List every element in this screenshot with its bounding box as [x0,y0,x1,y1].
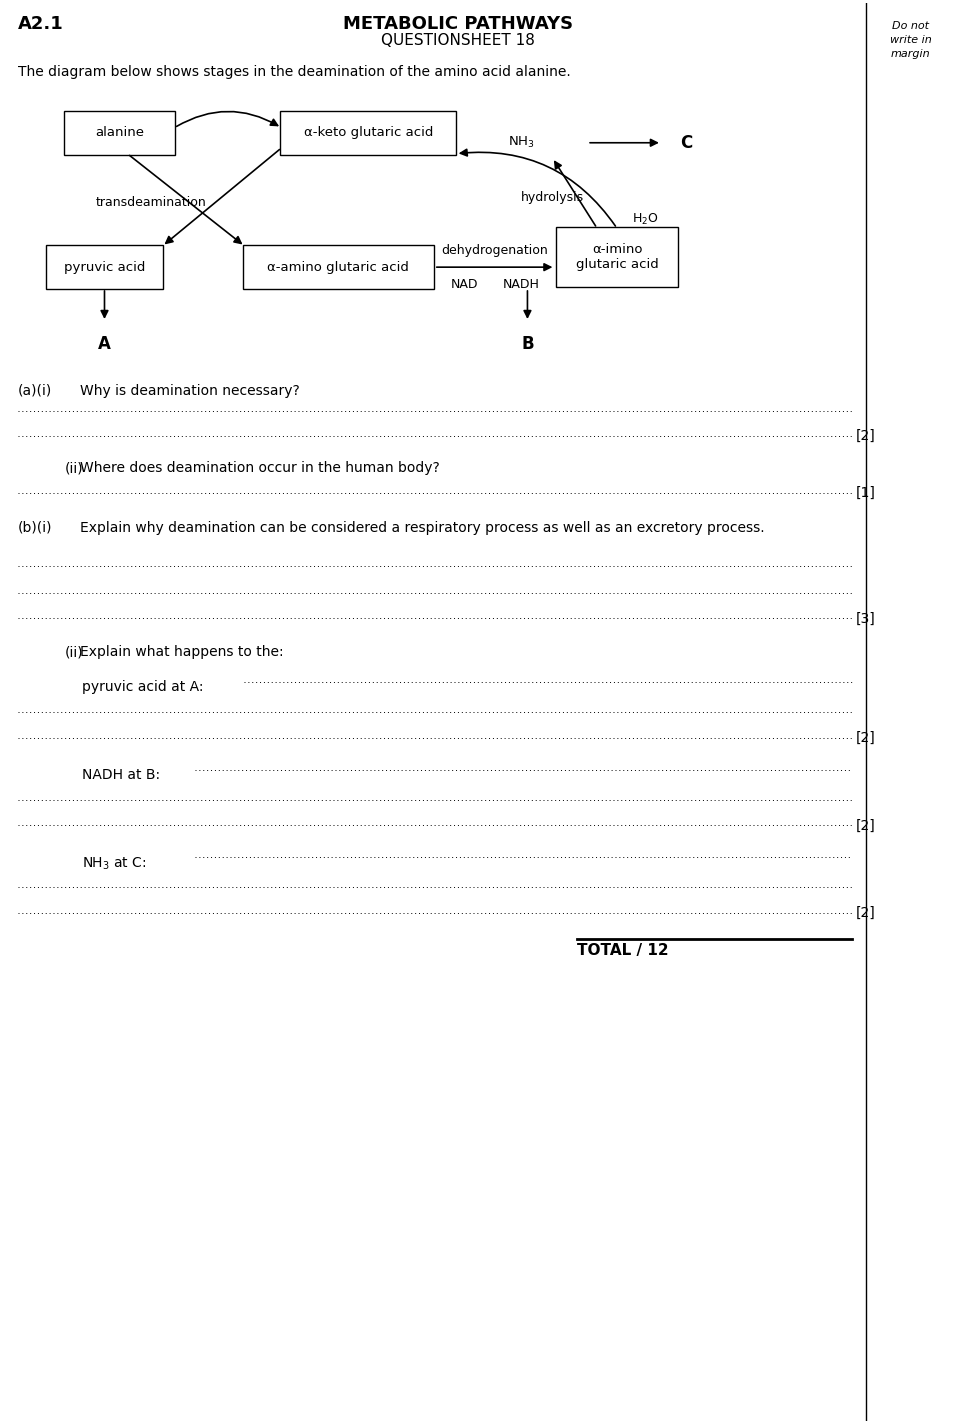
Text: The diagram below shows stages in the deamination of the amino acid alanine.: The diagram below shows stages in the de… [18,66,570,80]
Text: METABOLIC PATHWAYS: METABOLIC PATHWAYS [343,16,573,33]
Text: [2]: [2] [856,819,876,833]
Text: [2]: [2] [856,906,876,920]
Text: pyruvic acid at A:: pyruvic acid at A: [82,681,204,693]
Text: A: A [98,335,111,353]
Text: (ii): (ii) [64,461,84,476]
Text: α-amino glutaric acid: α-amino glutaric acid [268,261,409,273]
Text: QUESTIONSHEET 18: QUESTIONSHEET 18 [381,33,535,48]
Text: TOTAL / 12: TOTAL / 12 [577,943,669,958]
Text: hydrolysis: hydrolysis [520,191,584,204]
Text: H$_2$O: H$_2$O [632,212,659,226]
Text: [1]: [1] [856,486,876,500]
FancyBboxPatch shape [63,111,175,155]
FancyBboxPatch shape [46,245,162,289]
Text: NADH at B:: NADH at B: [82,768,159,782]
Text: Explain what happens to the:: Explain what happens to the: [80,645,283,659]
Text: (a)(i): (a)(i) [18,383,52,397]
Text: dehydrogenation: dehydrogenation [442,244,548,256]
Text: NAD: NAD [451,278,478,290]
Text: NH$_3$ at C:: NH$_3$ at C: [82,856,146,871]
Text: NADH: NADH [503,278,540,290]
Text: NH$_3$: NH$_3$ [508,135,535,151]
Text: C: C [681,134,693,152]
FancyBboxPatch shape [280,111,456,155]
Text: Explain why deamination can be considered a respiratory process as well as an ex: Explain why deamination can be considere… [80,521,764,535]
Text: pyruvic acid: pyruvic acid [63,261,145,273]
Text: Do not: Do not [892,21,929,31]
Text: alanine: alanine [95,127,144,140]
Text: [2]: [2] [856,429,876,443]
Text: A2.1: A2.1 [18,16,63,33]
Text: margin: margin [891,50,930,60]
Text: Where does deamination occur in the human body?: Where does deamination occur in the huma… [80,461,440,476]
Text: write in: write in [890,36,931,46]
Text: [3]: [3] [856,611,876,625]
Text: (b)(i): (b)(i) [18,521,53,535]
Text: (ii): (ii) [64,645,84,659]
Text: B: B [521,335,534,353]
FancyBboxPatch shape [556,228,678,288]
Text: [2]: [2] [856,731,876,745]
Text: transdeamination: transdeamination [96,197,206,209]
FancyBboxPatch shape [243,245,434,289]
Text: Why is deamination necessary?: Why is deamination necessary? [80,383,300,397]
Text: α-imino
glutaric acid: α-imino glutaric acid [576,244,659,271]
Text: α-keto glutaric acid: α-keto glutaric acid [303,127,433,140]
